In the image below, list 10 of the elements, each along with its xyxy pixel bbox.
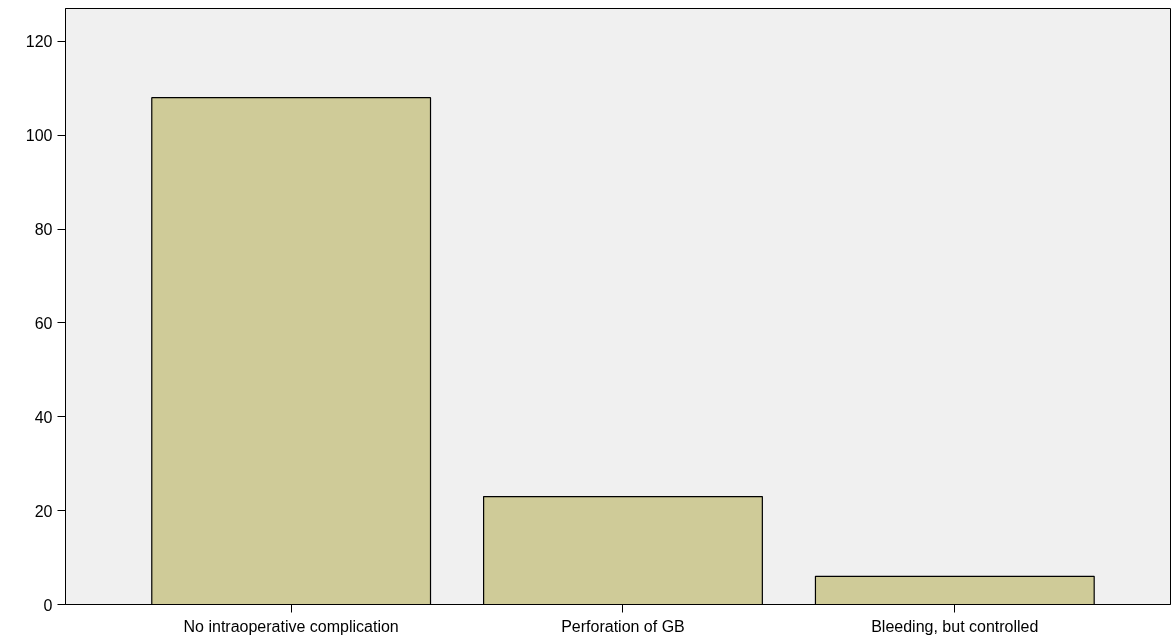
y-tick-label: 80 (34, 221, 53, 239)
y-tick-label: 20 (34, 502, 53, 520)
y-tick-label: 120 (25, 33, 53, 51)
y-tick-label: 100 (25, 127, 53, 145)
x-tick-label: Perforation of GB (561, 617, 685, 635)
y-tick-label: 40 (34, 408, 53, 426)
x-tick-label: Bleeding, but controlled (871, 617, 1039, 635)
y-tick-label: 60 (34, 314, 53, 332)
x-tick-label: No intraoperative complication (183, 617, 399, 635)
y-tick-label: 0 (43, 596, 53, 614)
